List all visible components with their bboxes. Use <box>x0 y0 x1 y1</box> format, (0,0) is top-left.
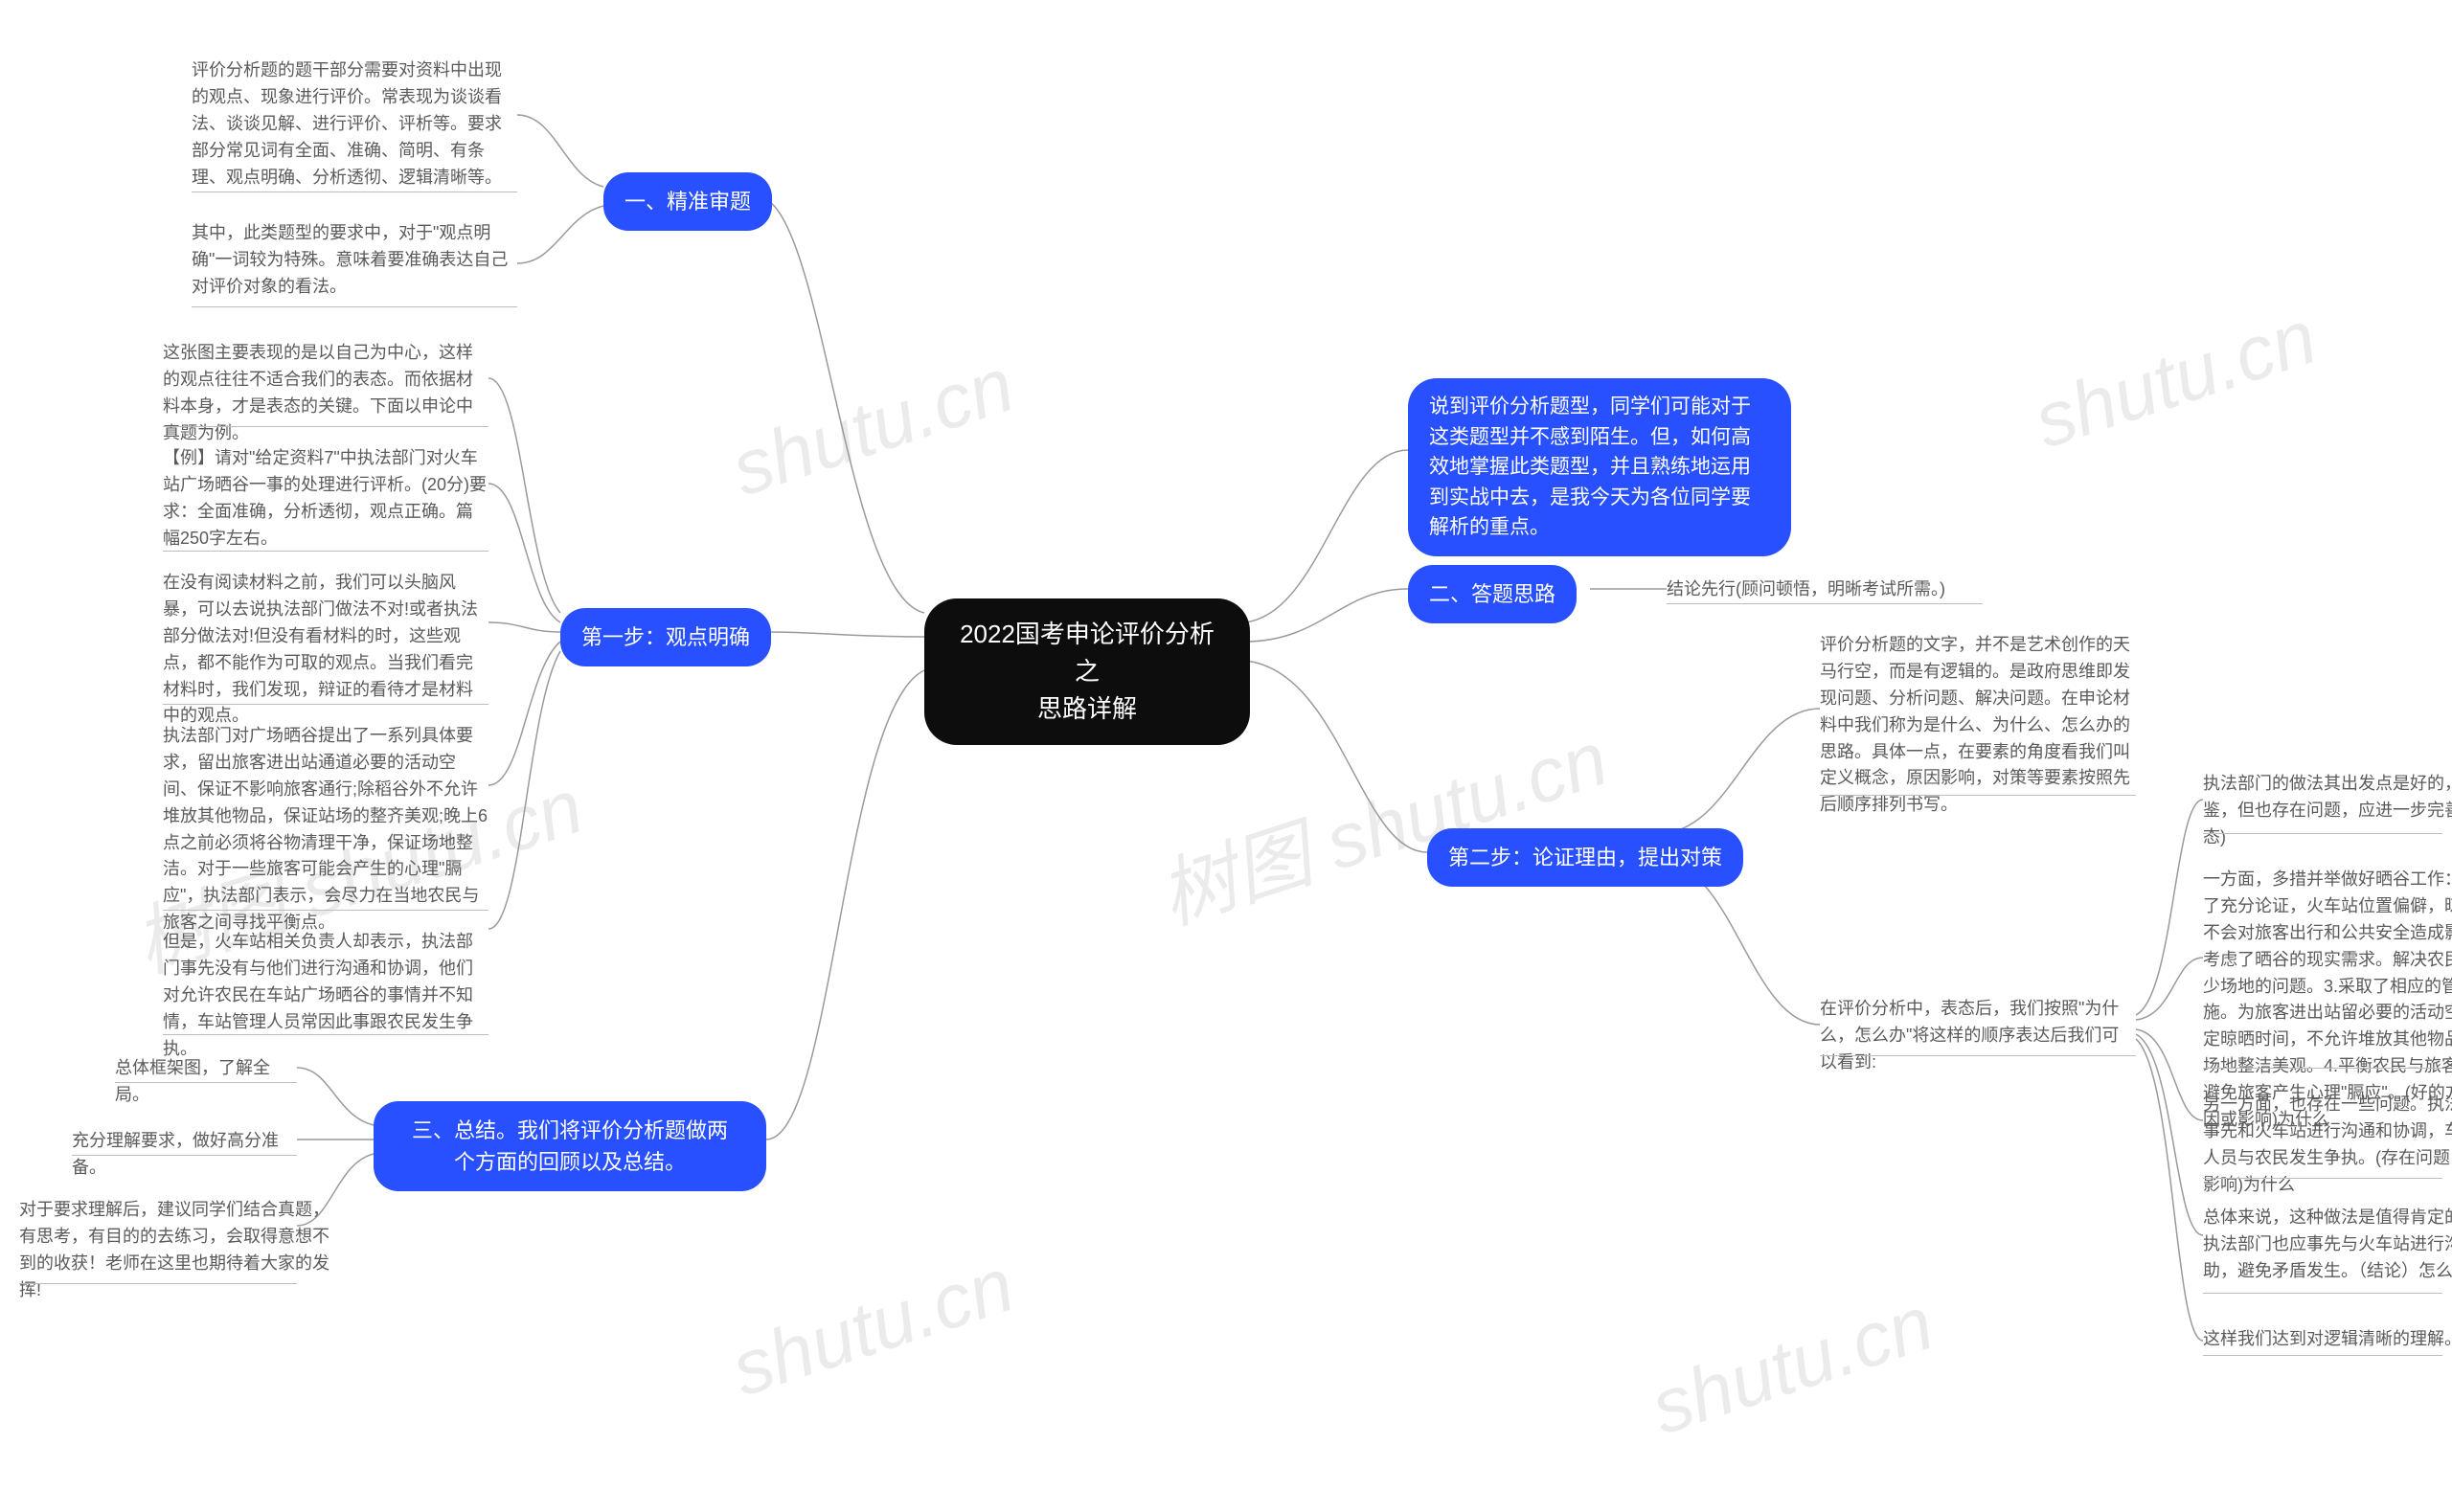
leaf-underline <box>163 910 488 911</box>
leaf-b1-1: 其中，此类题型的要求中，对于"观点明确"一词较为特殊。意味着要准确表达自己对评价… <box>192 220 517 301</box>
leaf-step1-1: 【例】请对"给定资料7"中执法部门对火车站广场晒谷一事的处理进行评析。(20分)… <box>163 445 488 553</box>
leaf-underline <box>163 426 488 427</box>
summary-label-l1: 三、总结。我们将评价分析题做两 <box>395 1115 745 1146</box>
leaf-underline <box>2203 833 2442 834</box>
branch-b1: 一、精准审题 <box>603 172 772 231</box>
root-title-line1: 2022国考申论评价分析之 <box>951 616 1223 690</box>
branch-b2: 二、答题思路 <box>1408 565 1577 623</box>
leaf-b1-0: 评价分析题的题干部分需要对资料中出现的观点、现象进行评价。常表现为谈谈看法、谈谈… <box>192 57 517 191</box>
summary-label-l2: 个方面的回顾以及总结。 <box>395 1146 745 1178</box>
watermark: shutu.cn <box>2024 293 2327 466</box>
leaf-step1-3: 执法部门对广场晒谷提出了一系列具体要求，留出旅客进出站通道必要的活动空间、保证不… <box>163 723 488 937</box>
watermark: shutu.cn <box>721 341 1024 514</box>
leaf-underline <box>1667 603 1983 604</box>
intro-bubble: 说到评价分析题型，同学们可能对于这类题型并不感到陌生。但，如何高效地掌握此类题型… <box>1408 378 1791 556</box>
root-node: 2022国考申论评价分析之 思路详解 <box>924 598 1250 745</box>
leaf-step2-sub-4: 这样我们达到对逻辑清晰的理解。 <box>2203 1326 2452 1353</box>
leaf-underline <box>2203 1068 2442 1069</box>
leaf-step2-sublabel: 在评价分析中，表态后，我们按照"为什么，怎么办"将这样的顺序表达后我们可以看到: <box>1820 996 2136 1076</box>
leaf-step2-sub-3: 总体来说，这种做法是值得肯定的，但是执法部门也应事先与火车站进行沟通和协助，避免… <box>2203 1205 2452 1285</box>
watermark: shutu.cn <box>1641 1279 1943 1453</box>
root-title-line2: 思路详解 <box>951 690 1223 728</box>
leaf-underline <box>19 1283 297 1284</box>
leaf-step1-0: 这张图主要表现的是以自己为中心，这样的观点往往不适合我们的表态。而依据材料本身，… <box>163 340 488 447</box>
leaf-underline <box>163 704 488 705</box>
leaf-underline <box>2203 1293 2442 1294</box>
leaf-summary-2: 对于要求理解后，建议同学们结合真题，有思考，有目的的去练习，会取得意想不到的收获… <box>19 1197 345 1304</box>
leaf-step1-2: 在没有阅读材料之前，我们可以头脑风暴，可以去说执法部门做法不对!或者执法部分做法… <box>163 570 488 730</box>
leaf-step2-intro: 评价分析题的文字，并不是艺术创作的天马行空，而是有逻辑的。是政府思维即发现问题、… <box>1820 632 2136 819</box>
leaf-step2-sub-0: 执法部门的做法其出发点是好的，值得借鉴，但也存在问题，应进一步完善。(表态) <box>2203 771 2452 851</box>
leaf-underline <box>2203 1355 2442 1356</box>
leaf-underline <box>115 1082 297 1083</box>
leaf-underline <box>72 1155 297 1156</box>
leaf-underline <box>1820 1055 2136 1056</box>
leaf-underline <box>163 1034 488 1035</box>
leaf-b2-0: 结论先行(顾问顿悟，明晰考试所需。) <box>1667 576 2011 603</box>
leaf-step1-4: 但是，火车站相关负责人却表示，执法部门事先没有与他们进行沟通和协调，他们对允许农… <box>163 929 488 1062</box>
branch-step1: 第一步：观点明确 <box>560 608 771 666</box>
branch-summary: 三、总结。我们将评价分析题做两 个方面的回顾以及总结。 <box>374 1101 766 1191</box>
watermark: shutu.cn <box>721 1241 1024 1414</box>
leaf-underline <box>2203 1178 2442 1179</box>
leaf-underline <box>163 551 488 552</box>
leaf-underline <box>192 306 517 307</box>
leaf-step2-sub-2: 另一方面，也存在一些问题。执法部门未事先和火车站进行沟通和协调，车站管理人员与农… <box>2203 1092 2452 1199</box>
leaf-underline <box>1820 795 2136 796</box>
branch-step2: 第二步：论证理由，提出对策 <box>1427 828 1743 887</box>
